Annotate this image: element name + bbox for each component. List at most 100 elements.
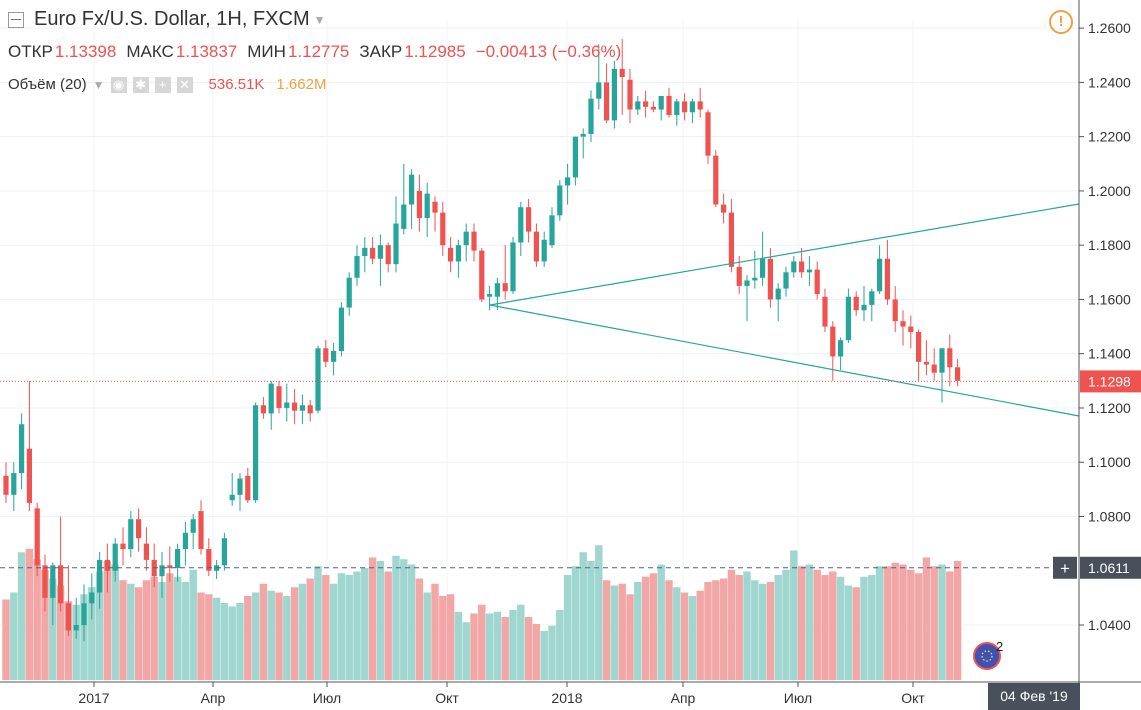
candle-body <box>276 386 282 408</box>
candle-body <box>713 155 719 205</box>
volume-bar <box>517 604 525 680</box>
volume-bar <box>829 571 837 680</box>
eye-icon[interactable]: ◉ <box>110 76 127 93</box>
candle-body <box>635 101 641 110</box>
legend-menu-icon[interactable] <box>8 11 24 28</box>
volume-bar <box>345 575 353 680</box>
candle-body <box>237 478 243 495</box>
candle-body <box>728 212 734 267</box>
volume-indicator-name[interactable]: Объём (20) <box>8 76 87 93</box>
time-tick-label: Апр <box>201 690 226 706</box>
candle-body <box>136 519 142 539</box>
candle-body <box>619 68 625 77</box>
volume-bar <box>267 590 275 680</box>
volume-bar <box>236 603 244 680</box>
volume-bar <box>922 557 931 680</box>
volume-bar <box>181 582 190 680</box>
candle-body <box>315 348 321 411</box>
candle-body <box>440 212 446 246</box>
volume-bar <box>680 592 689 680</box>
volume-bar <box>587 561 595 680</box>
candle-body <box>432 201 438 213</box>
volume-bar <box>244 596 252 680</box>
candle-body <box>705 112 711 156</box>
candle-body <box>471 231 477 251</box>
candle-body <box>884 258 890 300</box>
gear-icon[interactable]: ✱ <box>132 76 149 93</box>
volume-bar <box>657 564 665 680</box>
ohlc-change-value: −0.00413 (−0.36%) <box>475 42 622 61</box>
candle-body <box>331 351 337 362</box>
price-tick-label: 1.2000 <box>1088 183 1131 199</box>
volume-bar <box>189 569 197 680</box>
plus-icon[interactable]: + <box>154 76 171 93</box>
volume-bar <box>431 583 439 680</box>
candle-body <box>822 296 828 327</box>
volume-bar <box>2 599 10 680</box>
chevron-down-icon[interactable]: ▼ <box>313 12 326 27</box>
time-axis: 2017 Апр Июл Окт 2018 Апр Июл Окт 04 Фев '19 <box>0 681 1141 710</box>
volume-bar <box>290 587 299 680</box>
volume-bar <box>673 587 681 680</box>
ohlc-close-label: ЗАКР <box>359 42 403 61</box>
volume-bar <box>774 575 782 680</box>
candle-body <box>112 543 118 571</box>
last-price-label: 1.1298 <box>1088 373 1131 389</box>
candle-body <box>682 101 688 113</box>
crosshair-price-label: 1.0611 <box>1088 560 1130 576</box>
candle-body <box>814 269 820 295</box>
candle-body <box>11 473 17 495</box>
candle-body <box>947 348 953 368</box>
event-badge[interactable]: 2 <box>973 639 1003 670</box>
volume-bar <box>462 622 470 680</box>
volume-bar <box>501 617 509 680</box>
volume-bar <box>111 564 119 680</box>
candle-body <box>611 68 617 121</box>
volume-bar <box>228 606 236 680</box>
ohlc-high-label: МАКС <box>126 42 174 61</box>
candle-body <box>260 405 266 414</box>
symbol-title[interactable]: Euro Fx/U.S. Dollar, 1H, FXCM <box>34 8 310 30</box>
volume-bar <box>665 580 673 680</box>
candle-body <box>697 101 703 110</box>
volume-bar <box>298 583 307 680</box>
volume-bar <box>446 594 455 680</box>
volume-bar <box>95 571 104 680</box>
candle-body <box>580 133 586 137</box>
volume-bar <box>392 555 400 680</box>
volume-bar <box>103 561 112 680</box>
volume-bar <box>548 625 556 680</box>
crosshair-plus-button[interactable] <box>1053 556 1077 579</box>
candle-body <box>346 277 352 308</box>
candle-body <box>377 245 383 259</box>
candle-body <box>401 204 407 229</box>
volume-bar <box>797 566 806 680</box>
time-tick-label: Июл <box>313 690 341 706</box>
candle-body <box>767 258 773 300</box>
price-tick-label: 1.0400 <box>1088 617 1131 633</box>
price-tick-label: 1.1400 <box>1088 346 1131 362</box>
candle-body <box>853 296 859 311</box>
volume-bar <box>150 576 158 680</box>
candle-body <box>409 174 415 205</box>
candle-body <box>689 101 695 113</box>
volume-bar <box>602 580 611 680</box>
volume-bar <box>454 611 463 680</box>
candle-body <box>97 559 103 593</box>
candle-body <box>393 223 399 265</box>
candle-body <box>892 299 898 322</box>
volume-bar <box>423 592 431 680</box>
candle-body <box>58 565 64 604</box>
ohlc-open-label: ОТКР <box>8 42 53 61</box>
candle-body <box>627 79 633 110</box>
chevron-down-icon[interactable]: ▼ <box>92 77 105 92</box>
volume-bar <box>197 592 205 680</box>
candle-body <box>721 204 727 213</box>
candle-body <box>799 261 805 273</box>
time-tick-label: 2018 <box>551 690 582 706</box>
alert-icon[interactable]: ! <box>1049 10 1073 34</box>
candle-body <box>206 549 212 571</box>
close-icon[interactable]: ✕ <box>176 76 193 93</box>
candle-body <box>752 277 758 281</box>
